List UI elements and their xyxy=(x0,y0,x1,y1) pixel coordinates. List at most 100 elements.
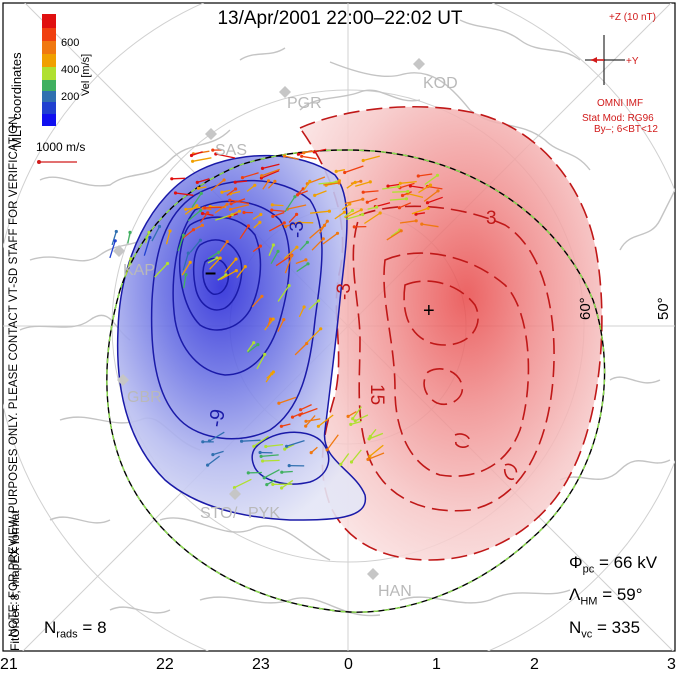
velocity-vector-origin xyxy=(334,169,338,173)
velocity-vector-origin xyxy=(217,250,221,254)
velocity-vector xyxy=(418,173,433,177)
mlt-tick-21: 21 xyxy=(0,656,18,673)
velocity-vector-origin xyxy=(191,228,196,232)
velocity-vector-origin xyxy=(200,223,204,227)
velocity-vector-origin xyxy=(243,265,247,269)
velocity-vector xyxy=(285,221,299,228)
velocity-vector-origin xyxy=(268,317,273,321)
velocity-vector xyxy=(265,443,284,448)
velocity-vector-origin xyxy=(181,233,185,237)
velocity-vector xyxy=(277,319,285,332)
velocity-vector xyxy=(344,198,363,205)
velocity-vector-origin xyxy=(207,439,211,443)
velocity-vector xyxy=(314,190,327,197)
velocity-vector-origin xyxy=(325,448,329,452)
velocity-vector-origin xyxy=(349,422,353,426)
velocity-vector xyxy=(284,255,293,274)
velocity-vector xyxy=(318,414,334,427)
velocity-vector-origin xyxy=(265,483,269,487)
velocity-vector xyxy=(350,449,362,463)
velocity-vector-origin xyxy=(240,439,244,443)
velocity-vector xyxy=(284,196,296,213)
velocity-vector xyxy=(265,373,273,383)
velocity-vector-origin xyxy=(222,178,226,182)
velocity-vector xyxy=(299,241,308,251)
velocity-vector xyxy=(171,177,186,180)
mlt-tick-3: 3 xyxy=(667,656,676,673)
velocity-vector xyxy=(427,196,443,204)
velocity-vector xyxy=(191,193,202,208)
velocity-vector-origin xyxy=(296,152,300,156)
velocity-vector-origin xyxy=(408,184,412,188)
velocity-vector xyxy=(246,184,256,192)
contour-label-neg-outer: -3 xyxy=(287,221,308,238)
velocity-vector xyxy=(424,174,438,186)
velocity-vector-origin xyxy=(327,209,331,213)
station-label-kap: KAP xyxy=(123,262,156,279)
velocity-vector xyxy=(236,266,246,278)
velocity-vector xyxy=(184,205,198,215)
velocity-vector xyxy=(346,181,356,189)
velocity-vector xyxy=(346,213,363,220)
velocity-vector xyxy=(306,328,322,343)
velocity-vector xyxy=(239,225,250,240)
velocity-vector xyxy=(418,184,431,194)
velocity-vector-origin xyxy=(342,210,346,214)
velocity-vector-origin xyxy=(165,261,170,266)
velocity-vector xyxy=(277,285,290,302)
negative-contours xyxy=(116,154,367,521)
velocity-vector-origin xyxy=(253,183,257,187)
velocity-vector-origin xyxy=(261,459,265,463)
velocity-vector xyxy=(288,213,298,223)
velocity-vector xyxy=(344,209,362,219)
stat-lambda-value: = 59° xyxy=(602,585,643,604)
velocity-vector-origin xyxy=(206,211,210,215)
velocity-vector-origin xyxy=(283,224,288,229)
velocity-vector-origin xyxy=(234,187,238,191)
colorbar-tick-600: 600 xyxy=(61,37,80,49)
stat-nrads-symbol: N xyxy=(44,618,57,637)
velocity-vector xyxy=(326,434,339,451)
velocity-vector-origin xyxy=(321,237,325,241)
velocity-vector xyxy=(207,257,218,264)
velocity-vector xyxy=(411,207,429,215)
contour-label-pos-inner: 15 xyxy=(366,384,387,406)
velocity-vector xyxy=(287,204,307,210)
velocity-vector-origin xyxy=(225,240,229,244)
velocity-vector-origin xyxy=(240,176,245,180)
velocity-vector-origin xyxy=(426,206,430,210)
velocity-vector xyxy=(261,454,279,458)
velocity-vector-origin xyxy=(416,174,420,178)
velocity-vector xyxy=(275,254,293,267)
velocity-vector-origin xyxy=(400,193,405,198)
velocity-vector xyxy=(207,251,220,260)
velocity-vector xyxy=(295,259,307,265)
stat-cross-polar-potential: Φpc = 66 kV xyxy=(569,553,657,575)
velocity-vector-origin xyxy=(316,299,321,303)
velocity-vector xyxy=(271,209,286,213)
velocity-vector xyxy=(298,306,305,318)
velocity-vector xyxy=(261,170,280,179)
velocity-vector-origin xyxy=(233,180,237,184)
velocity-vector xyxy=(299,407,318,416)
velocity-vector xyxy=(281,470,293,473)
velocity-vector-origin xyxy=(428,183,433,187)
velocity-vector-origin xyxy=(349,460,354,464)
velocity-vector-origin xyxy=(199,208,203,213)
velocity-vector-origin xyxy=(414,212,418,216)
velocity-vector xyxy=(251,295,263,308)
velocity-vector-origin xyxy=(246,224,251,228)
velocity-vector-origin xyxy=(348,202,352,206)
velocity-vector-origin xyxy=(280,486,284,490)
velocity-vector-origin xyxy=(262,476,266,480)
velocity-vector-origin xyxy=(299,408,303,412)
velocity-vector-origin xyxy=(256,343,260,347)
velocity-vector xyxy=(212,450,224,456)
velocity-vector xyxy=(230,190,241,195)
velocity-vector xyxy=(189,239,201,253)
velocity-vector-origin xyxy=(263,352,267,356)
velocity-vector xyxy=(322,232,338,245)
velocity-vector xyxy=(399,182,415,189)
velocity-vector xyxy=(355,181,371,187)
